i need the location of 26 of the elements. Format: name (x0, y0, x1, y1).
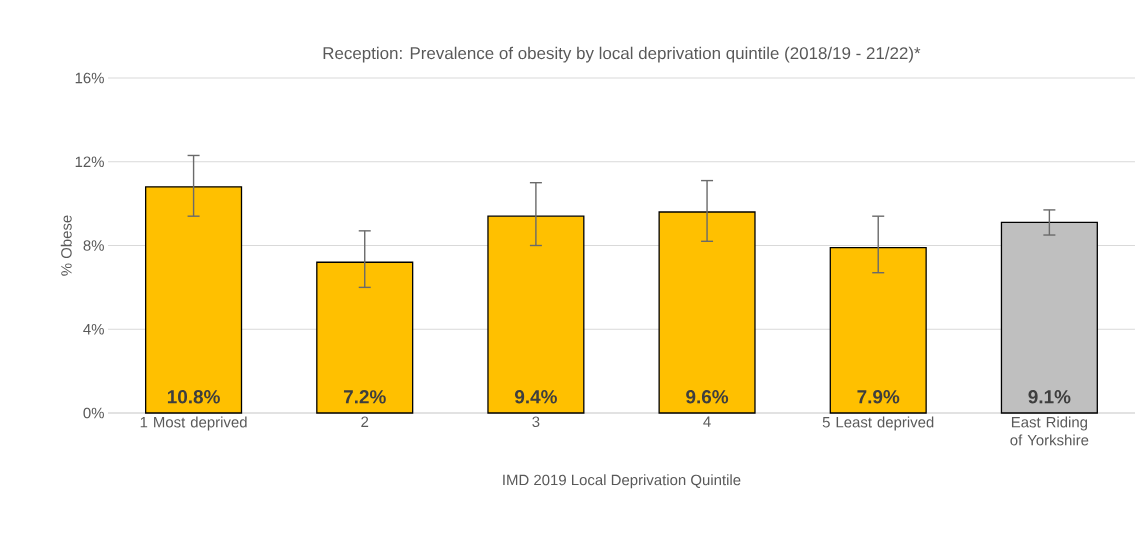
y-axis-title: % Obese (60, 215, 72, 276)
bar (1000, 221, 1098, 414)
x-tick-label: 4 (703, 416, 711, 427)
y-tick-label: 4% (83, 324, 104, 335)
chart-title: Reception: Prevalence of obesity by local deprivation quintile (2018/19 - 21/22)* (323, 46, 921, 63)
x-tick-label: 5 Least deprived (822, 416, 934, 431)
y-tick-label: 8% (83, 240, 104, 251)
x-axis-title: IMD 2019 Local Deprivation Quintile (503, 474, 741, 489)
x-tick-label: 1 Most deprived (140, 416, 247, 431)
x-tick-label: 2 (361, 416, 369, 427)
data-label: 7.2% (343, 390, 386, 404)
bar (658, 211, 756, 414)
data-label: 9.4% (514, 390, 557, 404)
x-tick-label: East Riding of Yorkshire (1010, 416, 1089, 446)
x-tick-label: 3 (532, 416, 540, 428)
y-tick-label: 0% (83, 407, 104, 419)
bar (145, 186, 243, 414)
bar (829, 246, 927, 414)
data-label: 10.8% (167, 390, 220, 404)
data-label: 9.1% (1028, 390, 1071, 404)
bar (487, 215, 585, 414)
y-tick-label: 16% (75, 72, 104, 84)
data-label: 9.6% (686, 390, 729, 404)
data-label: 7.9% (857, 390, 900, 404)
y-tick-label: 12% (75, 156, 104, 168)
bar (316, 261, 414, 414)
